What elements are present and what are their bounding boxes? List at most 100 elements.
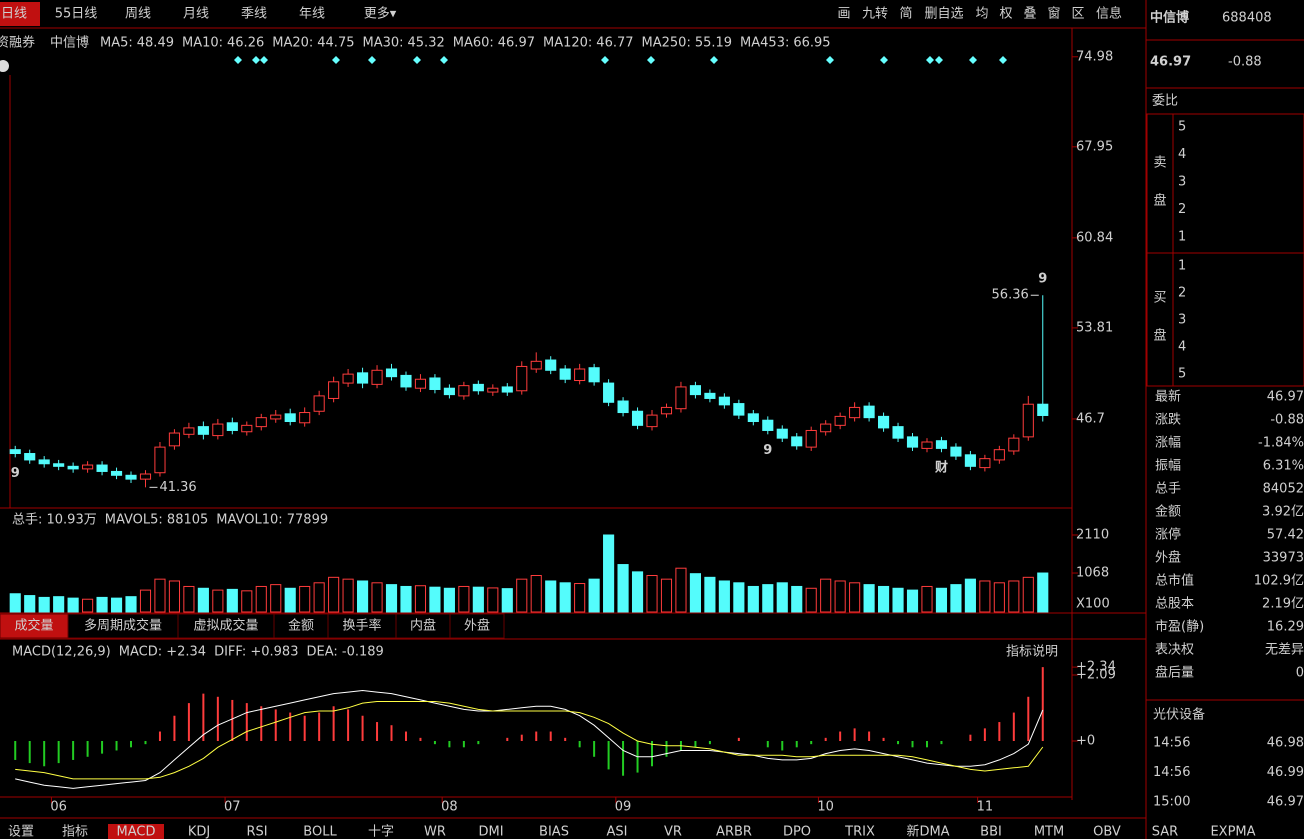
candle-body <box>82 464 94 470</box>
period-tab[interactable]: 55日线 <box>55 7 98 22</box>
volume-bar <box>1008 580 1020 613</box>
y-tick-label: 53.81 <box>1076 320 1113 335</box>
volume-bar <box>834 580 846 613</box>
ratio-label: 委比 <box>1152 94 1178 109</box>
candle-body <box>762 419 774 431</box>
close-button[interactable] <box>0 60 9 72</box>
volume-tab[interactable]: 虚拟成交量 <box>193 618 258 634</box>
volume-bar <box>791 585 803 613</box>
tool-button[interactable]: 信息 <box>1096 6 1122 22</box>
period-tab[interactable]: 日线 <box>1 7 27 22</box>
indicator-tab[interactable]: 指标 <box>62 825 88 839</box>
tool-button[interactable]: 画 <box>837 7 850 22</box>
volume-bar <box>660 578 673 613</box>
indicator-tab[interactable]: 新DMA <box>906 824 949 839</box>
volume-tab[interactable]: 多周期成交量 <box>84 618 162 634</box>
indicator-tab[interactable]: DMI <box>478 825 503 839</box>
indicator-tab[interactable]: OBV <box>1093 825 1121 839</box>
tool-button[interactable]: 叠 <box>1023 7 1036 22</box>
indicator-tab[interactable]: EXPMA <box>1210 825 1255 839</box>
stat-label: 总手 <box>1155 482 1181 497</box>
indicator-tab[interactable]: WR <box>424 825 446 839</box>
tick-price: 46.97 <box>1267 795 1304 810</box>
volume-bar <box>24 595 36 613</box>
indicator-tab[interactable]: SAR <box>1152 825 1178 839</box>
volume-bar <box>545 580 557 613</box>
y-tick-label: 67.95 <box>1076 139 1113 154</box>
indicator-tab[interactable]: KDJ <box>188 825 210 839</box>
volume-bar <box>950 584 962 613</box>
volume-bar <box>9 593 21 613</box>
indicator-tab[interactable]: BOLL <box>303 825 337 839</box>
indicator-tab[interactable]: TRIX <box>844 825 875 839</box>
stat-label: 涨跌 <box>1155 412 1181 428</box>
tool-button[interactable]: 删自选 <box>924 7 963 22</box>
period-tab[interactable]: 周线 <box>125 7 151 22</box>
indicator-tab[interactable]: ASI <box>607 825 628 839</box>
side-code: 688408 <box>1222 11 1272 26</box>
indicator-tab[interactable]: MTM <box>1034 825 1064 839</box>
indicator-tab[interactable]: MACD <box>117 825 156 839</box>
candle-body <box>154 446 166 474</box>
period-tab[interactable]: 更多▾ <box>364 6 397 22</box>
candle-body <box>892 426 904 439</box>
volume-bar <box>168 580 180 613</box>
indicator-tab[interactable]: 十字 <box>368 825 394 839</box>
candle-body <box>168 432 180 447</box>
volume-bar <box>849 582 861 613</box>
candle-body <box>617 400 629 414</box>
low-label: 41.36 <box>159 480 196 495</box>
stock-name: 中信博 <box>50 36 89 51</box>
indicator-tab[interactable]: VR <box>664 825 682 839</box>
candle-body <box>603 382 615 403</box>
help-button[interactable]: 指标说明 <box>1006 645 1058 660</box>
volume-tab[interactable]: 金额 <box>288 618 314 634</box>
period-tab[interactable]: 年线 <box>299 7 325 22</box>
stat-value: -1.84% <box>1258 436 1304 451</box>
period-tab[interactable]: 月线 <box>183 7 209 22</box>
ma-name: MA453: <box>740 36 789 51</box>
indicator-tab[interactable]: BBI <box>980 825 1002 839</box>
volume-bar <box>631 571 644 613</box>
y-tick-label: 60.84 <box>1076 230 1113 245</box>
buy-level: 1 <box>1178 259 1186 274</box>
candle-body <box>328 381 340 399</box>
period-tab[interactable]: 季线 <box>241 7 267 22</box>
stat-value: 16.29 <box>1267 620 1304 635</box>
volume-bar <box>357 580 369 613</box>
y-tick-label: 46.7 <box>1076 411 1105 426</box>
indicator-tab[interactable]: BIAS <box>539 825 569 839</box>
x-tick-label: 08 <box>441 800 458 815</box>
tool-button[interactable]: 窗 <box>1047 6 1060 22</box>
stat-value: 2.19亿 <box>1262 597 1304 612</box>
ma-name: MA60: <box>453 36 494 51</box>
volume-bar <box>299 585 311 613</box>
volume-tab[interactable]: 换手率 <box>342 618 381 634</box>
tool-button[interactable]: 均 <box>975 7 988 22</box>
indicator-tab[interactable]: 设置 <box>8 825 34 839</box>
indicator-tab[interactable]: RSI <box>246 825 267 839</box>
indicator-tab[interactable]: DPO <box>783 825 811 839</box>
tool-button[interactable]: 九转 <box>862 7 888 22</box>
volume-tab[interactable]: 外盘 <box>464 618 490 634</box>
volume-bar <box>776 582 788 613</box>
candle-body <box>357 372 369 384</box>
volume-bar <box>559 582 571 613</box>
volume-bar <box>53 596 65 613</box>
tool-button[interactable]: 权 <box>999 6 1012 22</box>
volume-tab[interactable]: 内盘 <box>410 618 436 634</box>
volume-tab[interactable]: 成交量 <box>14 618 53 634</box>
stat-label: 总市值 <box>1155 573 1194 589</box>
candle-body <box>226 422 238 431</box>
tool-button[interactable]: 区 <box>1071 7 1084 22</box>
tool-button[interactable]: 简 <box>899 6 912 22</box>
unit-label: X100 <box>1076 597 1110 612</box>
y-tick-label: 74.98 <box>1076 49 1113 64</box>
volume-bar <box>458 585 470 613</box>
candle-body <box>530 360 542 370</box>
candle-body <box>183 427 195 435</box>
ma-name: MA20: <box>272 36 313 51</box>
volume-bar <box>747 585 759 613</box>
indicator-tab[interactable]: ARBR <box>716 825 752 839</box>
volume-bar <box>110 597 123 613</box>
